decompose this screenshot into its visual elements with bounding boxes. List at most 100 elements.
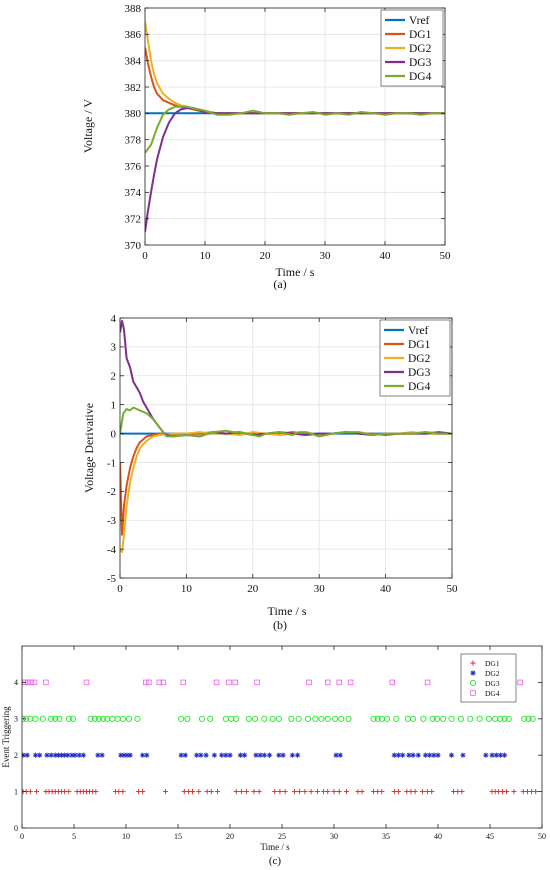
point-dg2 (448, 752, 455, 758)
chart-panel-c: (c) Time / s Event Triggering 0 5 10 15 20 25… (1, 645, 546, 867)
x-tick-label: 20 (260, 250, 272, 262)
point-dg4 (146, 679, 152, 686)
x-tick-label: 40 (380, 250, 392, 262)
point-dg3 (91, 715, 98, 722)
legend-label-dg1: DG1 (408, 339, 431, 351)
point-dg1 (297, 789, 303, 795)
legend: Vref DG1 DG2 DG3 DG4 (379, 319, 451, 397)
y-tick-label: 1 (111, 400, 117, 412)
point-dg2 (198, 752, 204, 758)
y-tick-label: -4 (107, 544, 117, 556)
x-axis-label-c: Time / s (260, 842, 290, 852)
y-tick-label: -3 (107, 515, 117, 527)
legend-label-dg3: DG3 (485, 679, 500, 688)
point-dg3 (440, 715, 447, 722)
point-dg2 (144, 752, 150, 758)
point-dg2 (333, 752, 339, 758)
chart-panel-a: (a) Time / s Voltage / V 0 10 20 30 40 50 370 3… (81, 3, 451, 291)
y-tick-label: 2 (111, 371, 117, 383)
point-dg1 (302, 789, 308, 795)
point-dg2 (48, 752, 54, 758)
point-dg4 (226, 679, 232, 686)
point-dg3 (501, 715, 508, 722)
legend: Vref DG1 DG2 DG3 DG4 (380, 9, 444, 87)
point-dg1 (419, 789, 425, 795)
point-dg2 (276, 752, 282, 758)
point-dg1 (395, 789, 402, 795)
point-dg2 (65, 752, 71, 758)
x-tick-label: 40 (380, 583, 392, 595)
point-dg1 (336, 789, 342, 795)
legend-label-dg2: DG2 (409, 43, 432, 55)
y-tick-label: 3 (111, 342, 117, 354)
y-tick-label: 374 (125, 187, 142, 199)
point-dg3 (331, 715, 339, 722)
legend-label-dg4: DG4 (485, 689, 500, 698)
point-dg1 (244, 789, 250, 795)
point-dg2 (493, 752, 499, 758)
point-dg1 (308, 789, 314, 795)
x-tick-label: 50 (447, 583, 459, 595)
point-dg3 (374, 715, 381, 722)
legend-swatch-dg4 (470, 690, 476, 696)
point-dg3 (383, 715, 391, 722)
point-dg3 (134, 715, 141, 722)
point-dg1 (140, 789, 146, 795)
legend-label-vref: Vref (409, 15, 430, 27)
x-tick-label: 30 (314, 583, 326, 595)
point-dg4 (160, 679, 167, 686)
point-dg2 (460, 752, 466, 758)
x-axis-label-a: Time / s (276, 265, 315, 279)
point-dg2 (415, 752, 421, 758)
legend-label-dg1: DG1 (485, 659, 500, 668)
point-dg2 (391, 752, 397, 758)
point-dg3 (505, 715, 512, 722)
point-dg1 (251, 789, 257, 795)
point-dg3 (345, 715, 352, 722)
point-dg1 (189, 789, 196, 795)
point-dg3 (95, 715, 103, 722)
point-dg1 (256, 789, 262, 795)
point-dg2 (241, 752, 248, 758)
point-dg3 (485, 715, 493, 722)
point-dg2 (80, 752, 86, 758)
point-dg4 (143, 679, 149, 686)
point-dg1 (359, 789, 365, 795)
point-dg3 (318, 715, 325, 722)
y-tick-label: 382 (125, 82, 142, 94)
y-axis-label-b: Voltage Derivative (82, 403, 96, 493)
y-tick-label: 378 (125, 135, 142, 147)
y-tick-label: 4 (14, 678, 18, 687)
point-dg2 (431, 752, 437, 758)
point-dg1 (196, 789, 202, 795)
y-tick-label: -2 (107, 486, 116, 498)
point-dg3 (39, 715, 46, 722)
y-tick-label: 0 (14, 824, 18, 833)
axes-box (119, 317, 453, 579)
point-dg3 (370, 715, 377, 722)
point-dg3 (65, 715, 72, 722)
y-tick-label: 384 (125, 56, 142, 68)
point-dg1 (504, 789, 510, 795)
point-dg2 (118, 752, 124, 758)
point-dg2 (140, 752, 146, 758)
y-tick-label: 370 (125, 240, 142, 252)
point-dg3 (233, 715, 240, 722)
panel-label-a: (a) (273, 277, 286, 291)
x-tick-label: 10 (181, 583, 193, 595)
point-dg3 (393, 715, 400, 722)
point-dg2 (223, 752, 229, 758)
x-tick-label: 0 (117, 583, 123, 595)
point-dg3 (184, 715, 191, 722)
point-dg2 (280, 752, 286, 758)
legend-label-dg4: DG4 (408, 381, 431, 393)
y-tick-label: 376 (125, 161, 142, 173)
point-dg1 (379, 789, 385, 795)
point-dg3 (457, 715, 464, 722)
point-dg1 (66, 789, 72, 795)
chart-panel-b: (b) Time / s Voltage Derivative 0 10 20 30 4… (82, 313, 458, 632)
point-dg2 (52, 752, 58, 758)
point-dg1 (429, 789, 435, 795)
y-tick-label: -5 (107, 573, 117, 585)
point-dg4 (232, 679, 238, 686)
